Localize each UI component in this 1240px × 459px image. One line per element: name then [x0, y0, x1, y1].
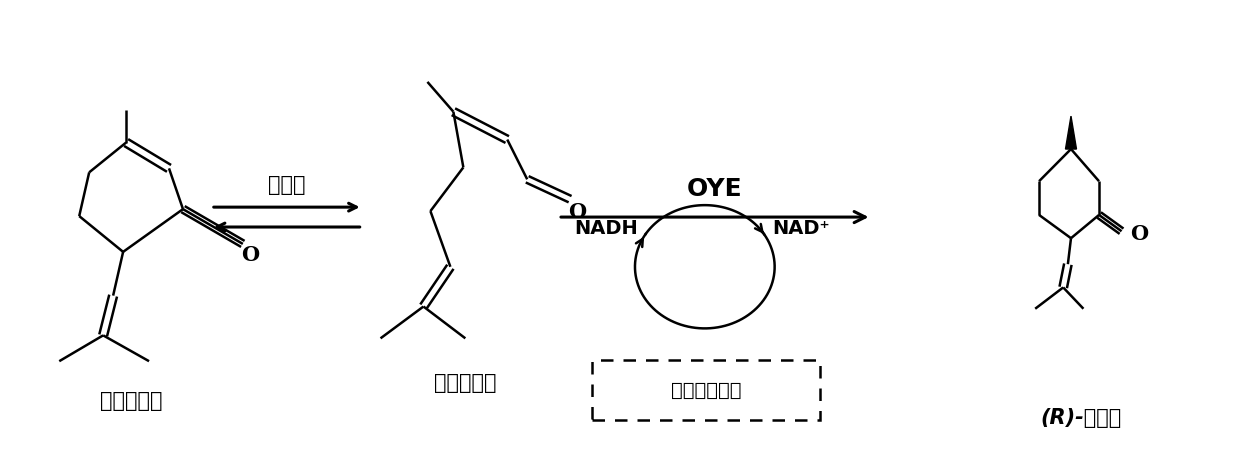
Text: NADH: NADH: [574, 218, 637, 238]
Text: 顺式柠檬醛: 顺式柠檬醛: [100, 391, 162, 411]
Text: (R)-香茅醛: (R)-香茅醛: [1040, 408, 1122, 428]
Text: O: O: [1131, 224, 1148, 244]
Polygon shape: [1065, 116, 1076, 149]
Text: 反式柠檬醛: 反式柠檬醛: [434, 373, 496, 393]
Text: OYE: OYE: [687, 177, 743, 201]
Text: NAD⁺: NAD⁺: [773, 218, 830, 238]
Text: 氨基酸: 氨基酸: [268, 175, 305, 195]
Bar: [591, 360, 820, 420]
Text: O: O: [241, 245, 259, 265]
Text: O: O: [568, 202, 587, 222]
Text: 辅酶循环系统: 辅酶循环系统: [671, 381, 742, 399]
